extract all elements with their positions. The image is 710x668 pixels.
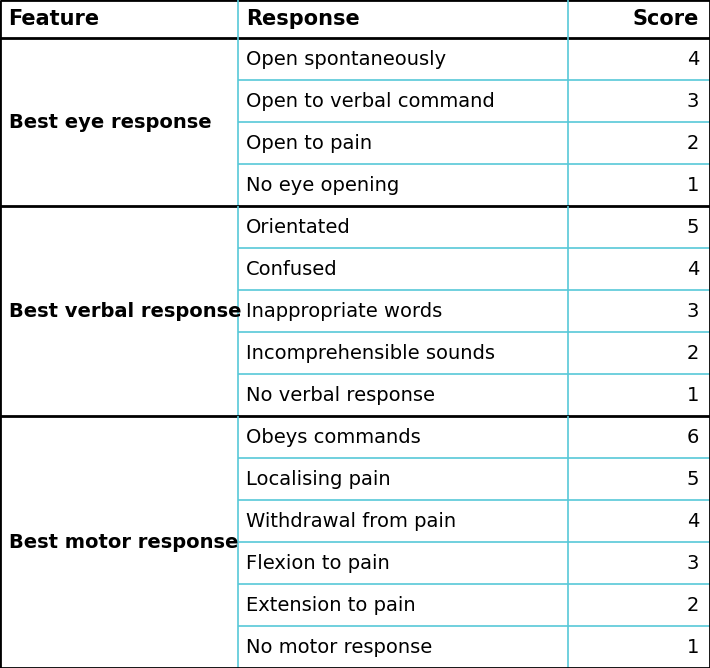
Text: Best eye response: Best eye response [9,113,211,132]
Text: 1: 1 [687,637,699,657]
Text: Open spontaneously: Open spontaneously [246,49,447,69]
Text: 2: 2 [687,595,699,615]
Text: No verbal response: No verbal response [246,385,435,405]
Text: 5: 5 [687,470,699,488]
Text: Response: Response [246,9,360,29]
Text: Score: Score [633,9,699,29]
Text: Feature: Feature [9,9,99,29]
Text: 2: 2 [687,134,699,152]
Text: 5: 5 [687,218,699,236]
Text: Extension to pain: Extension to pain [246,595,416,615]
Text: 3: 3 [687,554,699,572]
Text: Open to verbal command: Open to verbal command [246,92,495,111]
Text: No motor response: No motor response [246,637,432,657]
Text: Withdrawal from pain: Withdrawal from pain [246,512,457,530]
Text: Flexion to pain: Flexion to pain [246,554,390,572]
Text: 2: 2 [687,343,699,363]
Text: Localising pain: Localising pain [246,470,391,488]
Text: 6: 6 [687,428,699,446]
Text: 3: 3 [687,92,699,111]
Text: Confused: Confused [246,260,338,279]
Text: 4: 4 [687,260,699,279]
Text: Open to pain: Open to pain [246,134,373,152]
Text: Incomprehensible sounds: Incomprehensible sounds [246,343,496,363]
Text: Orientated: Orientated [246,218,351,236]
Text: 3: 3 [687,301,699,321]
Text: 4: 4 [687,512,699,530]
Text: Inappropriate words: Inappropriate words [246,301,442,321]
Text: Obeys commands: Obeys commands [246,428,421,446]
Text: 1: 1 [687,385,699,405]
Text: No eye opening: No eye opening [246,176,400,194]
Text: 1: 1 [687,176,699,194]
Text: Best verbal response: Best verbal response [9,301,241,321]
Text: 4: 4 [687,49,699,69]
Text: Best motor response: Best motor response [9,532,238,552]
